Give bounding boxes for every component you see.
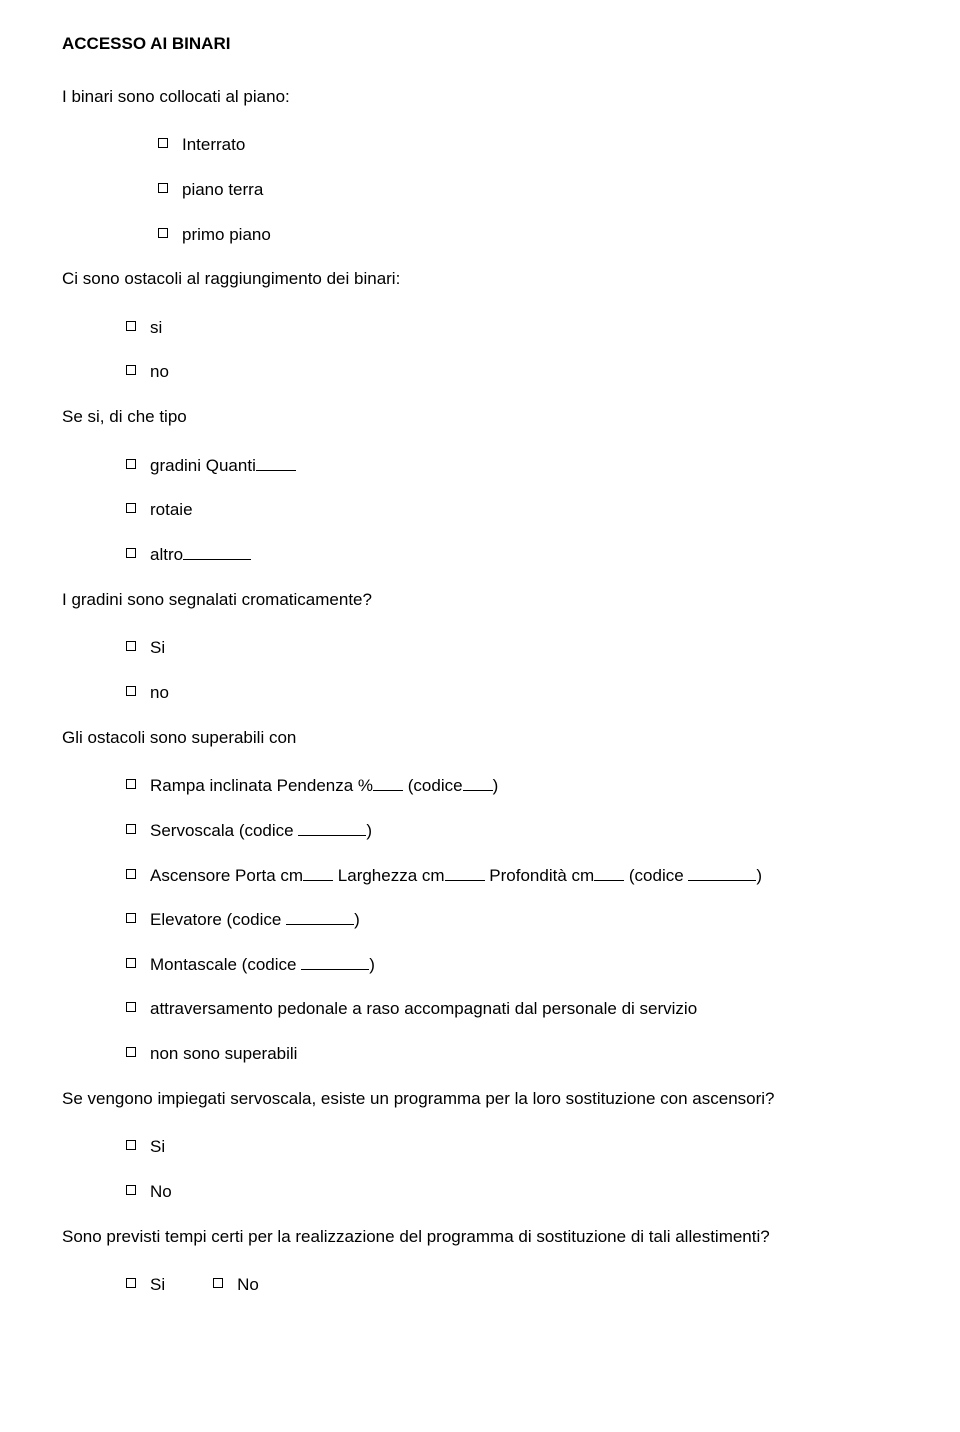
option-label: Profondità cm (485, 866, 595, 885)
tempi-question: Sono previsti tempi certi per la realizz… (62, 1225, 898, 1250)
option-label: rotaie (150, 498, 193, 523)
checkbox-icon (126, 548, 136, 558)
blank-codice[interactable] (463, 774, 493, 791)
checkbox-icon (126, 321, 136, 331)
option-piano-terra[interactable]: piano terra (158, 178, 898, 203)
option-label: no (150, 681, 169, 706)
checkbox-icon (126, 913, 136, 923)
blank-larghezza[interactable] (445, 864, 485, 881)
checkbox-icon (126, 869, 136, 879)
option-label: primo piano (182, 223, 271, 248)
option-si-4[interactable]: Si (126, 1273, 165, 1298)
option-si[interactable]: si (126, 316, 898, 341)
option-montascale[interactable]: Montascale (codice ) (126, 953, 898, 978)
blank-altro[interactable] (183, 543, 251, 560)
checkbox-icon (158, 138, 168, 148)
close-paren: ) (493, 776, 499, 795)
option-label: Montascale (codice (150, 955, 301, 974)
checkbox-icon (126, 824, 136, 834)
option-label: attraversamento pedonale a raso accompag… (150, 997, 697, 1022)
servoscala-question: Se vengono impiegati servoscala, esiste … (62, 1087, 898, 1112)
option-no[interactable]: no (126, 360, 898, 385)
close-paren: ) (354, 910, 360, 929)
option-label: Servoscala (codice (150, 821, 298, 840)
option-altro[interactable]: altro (126, 543, 898, 568)
option-label: non sono superabili (150, 1042, 297, 1067)
option-interrato[interactable]: Interrato (158, 133, 898, 158)
checkbox-icon (126, 779, 136, 789)
option-no-3[interactable]: No (126, 1180, 898, 1205)
option-label: Elevatore (codice (150, 910, 286, 929)
option-label: No (237, 1273, 259, 1298)
option-label: Si (150, 636, 165, 661)
close-paren: ) (756, 866, 762, 885)
option-label: Si (150, 1273, 165, 1298)
option-label: si (150, 316, 162, 341)
checkbox-icon (126, 641, 136, 651)
blank-pendenza[interactable] (373, 774, 403, 791)
option-label: altro (150, 545, 183, 564)
page-title: ACCESSO AI BINARI (62, 32, 898, 57)
option-attraversamento[interactable]: attraversamento pedonale a raso accompag… (126, 997, 898, 1022)
checkbox-icon (158, 228, 168, 238)
close-paren: ) (366, 821, 372, 840)
option-label: Interrato (182, 133, 245, 158)
checkbox-icon (126, 1278, 136, 1288)
option-label: piano terra (182, 178, 263, 203)
close-paren: ) (369, 955, 375, 974)
checkbox-icon (126, 459, 136, 469)
option-servoscala[interactable]: Servoscala (codice ) (126, 819, 898, 844)
option-no-2[interactable]: no (126, 681, 898, 706)
option-ascensore[interactable]: Ascensore Porta cm Larghezza cm Profondi… (126, 864, 898, 889)
checkbox-icon (126, 686, 136, 696)
option-label: Si (150, 1135, 165, 1160)
checkbox-icon (126, 958, 136, 968)
superabili-con-text: Gli ostacoli sono superabili con (62, 726, 898, 751)
checkbox-icon (126, 1002, 136, 1012)
option-no-4[interactable]: No (213, 1273, 259, 1298)
option-label: no (150, 360, 169, 385)
option-label: No (150, 1180, 172, 1205)
option-si-2[interactable]: Si (126, 636, 898, 661)
option-label: (codice (624, 866, 688, 885)
blank-quanti[interactable] (256, 454, 296, 471)
checkbox-icon (158, 183, 168, 193)
option-primo-piano[interactable]: primo piano (158, 223, 898, 248)
option-rotaie[interactable]: rotaie (126, 498, 898, 523)
se-tipo-text: Se si, di che tipo (62, 405, 898, 430)
option-elevatore[interactable]: Elevatore (codice ) (126, 908, 898, 933)
option-si-3[interactable]: Si (126, 1135, 898, 1160)
checkbox-icon (126, 1185, 136, 1195)
option-label: gradini Quanti (150, 456, 256, 475)
option-gradini[interactable]: gradini Quanti (126, 454, 898, 479)
blank-codice[interactable] (301, 953, 369, 970)
option-label: Rampa inclinata Pendenza % (150, 776, 373, 795)
checkbox-icon (126, 1140, 136, 1150)
blank-profondita[interactable] (594, 864, 624, 881)
option-label: Ascensore Porta cm (150, 866, 303, 885)
option-non-superabili[interactable]: non sono superabili (126, 1042, 898, 1067)
blank-codice[interactable] (298, 819, 366, 836)
codice-label: (codice (403, 776, 463, 795)
checkbox-icon (126, 1047, 136, 1057)
checkbox-icon (213, 1278, 223, 1288)
blank-porta[interactable] (303, 864, 333, 881)
gradini-segnalati-question: I gradini sono segnalati cromaticamente? (62, 588, 898, 613)
checkbox-icon (126, 503, 136, 513)
checkbox-icon (126, 365, 136, 375)
option-rampa[interactable]: Rampa inclinata Pendenza % (codice) (126, 774, 898, 799)
option-label: Larghezza cm (333, 866, 445, 885)
blank-codice[interactable] (688, 864, 756, 881)
ostacoli-question: Ci sono ostacoli al raggiungimento dei b… (62, 267, 898, 292)
blank-codice[interactable] (286, 908, 354, 925)
intro-text: I binari sono collocati al piano: (62, 85, 898, 110)
